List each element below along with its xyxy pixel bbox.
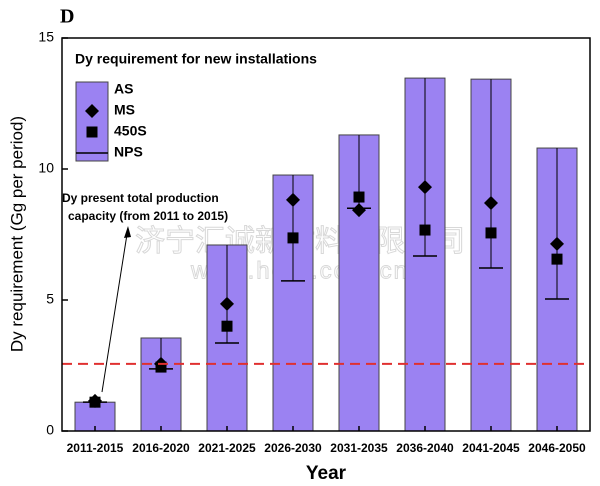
annotation: capacity (from 2011 to 2015)	[68, 209, 228, 223]
legend-swatch	[75, 81, 109, 162]
y-tick-label: 15	[38, 29, 54, 45]
legend-marker	[86, 126, 98, 138]
x-axis-label: Year	[306, 463, 347, 484]
x-tick-label: 2041-2045	[462, 441, 520, 455]
legend-label: NPS	[114, 144, 143, 160]
arrow	[101, 227, 129, 393]
legend-label: AS	[114, 81, 133, 97]
legend-title: Dy requirement for new installations	[75, 51, 317, 67]
panel-label: D	[60, 6, 74, 28]
y-tick-label: 10	[38, 160, 54, 176]
legend-marker	[85, 104, 99, 118]
y-tick-label: 5	[46, 291, 54, 307]
legend-label: 450S	[114, 123, 147, 139]
y-tick-label: 0	[46, 422, 54, 438]
x-tick-label: 2016-2020	[132, 441, 190, 455]
x-tick-label: 2036-2040	[396, 441, 454, 455]
plot-frame	[61, 37, 591, 432]
legend-label: MS	[114, 102, 135, 118]
y-axis-label: Dy requirement (Gg per period)	[7, 116, 26, 352]
arrow-head	[124, 226, 131, 238]
annotation: Dy present total production	[62, 191, 219, 205]
x-tick-label: 2011-2015	[67, 441, 124, 455]
x-tick-label: 2026-2030	[264, 441, 322, 455]
x-tick-label: 2046-2050	[528, 441, 586, 455]
x-tick-label: 2031-2035	[330, 441, 388, 455]
ms-marker	[352, 203, 366, 218]
x-tick-label: 2021-2025	[198, 441, 256, 455]
